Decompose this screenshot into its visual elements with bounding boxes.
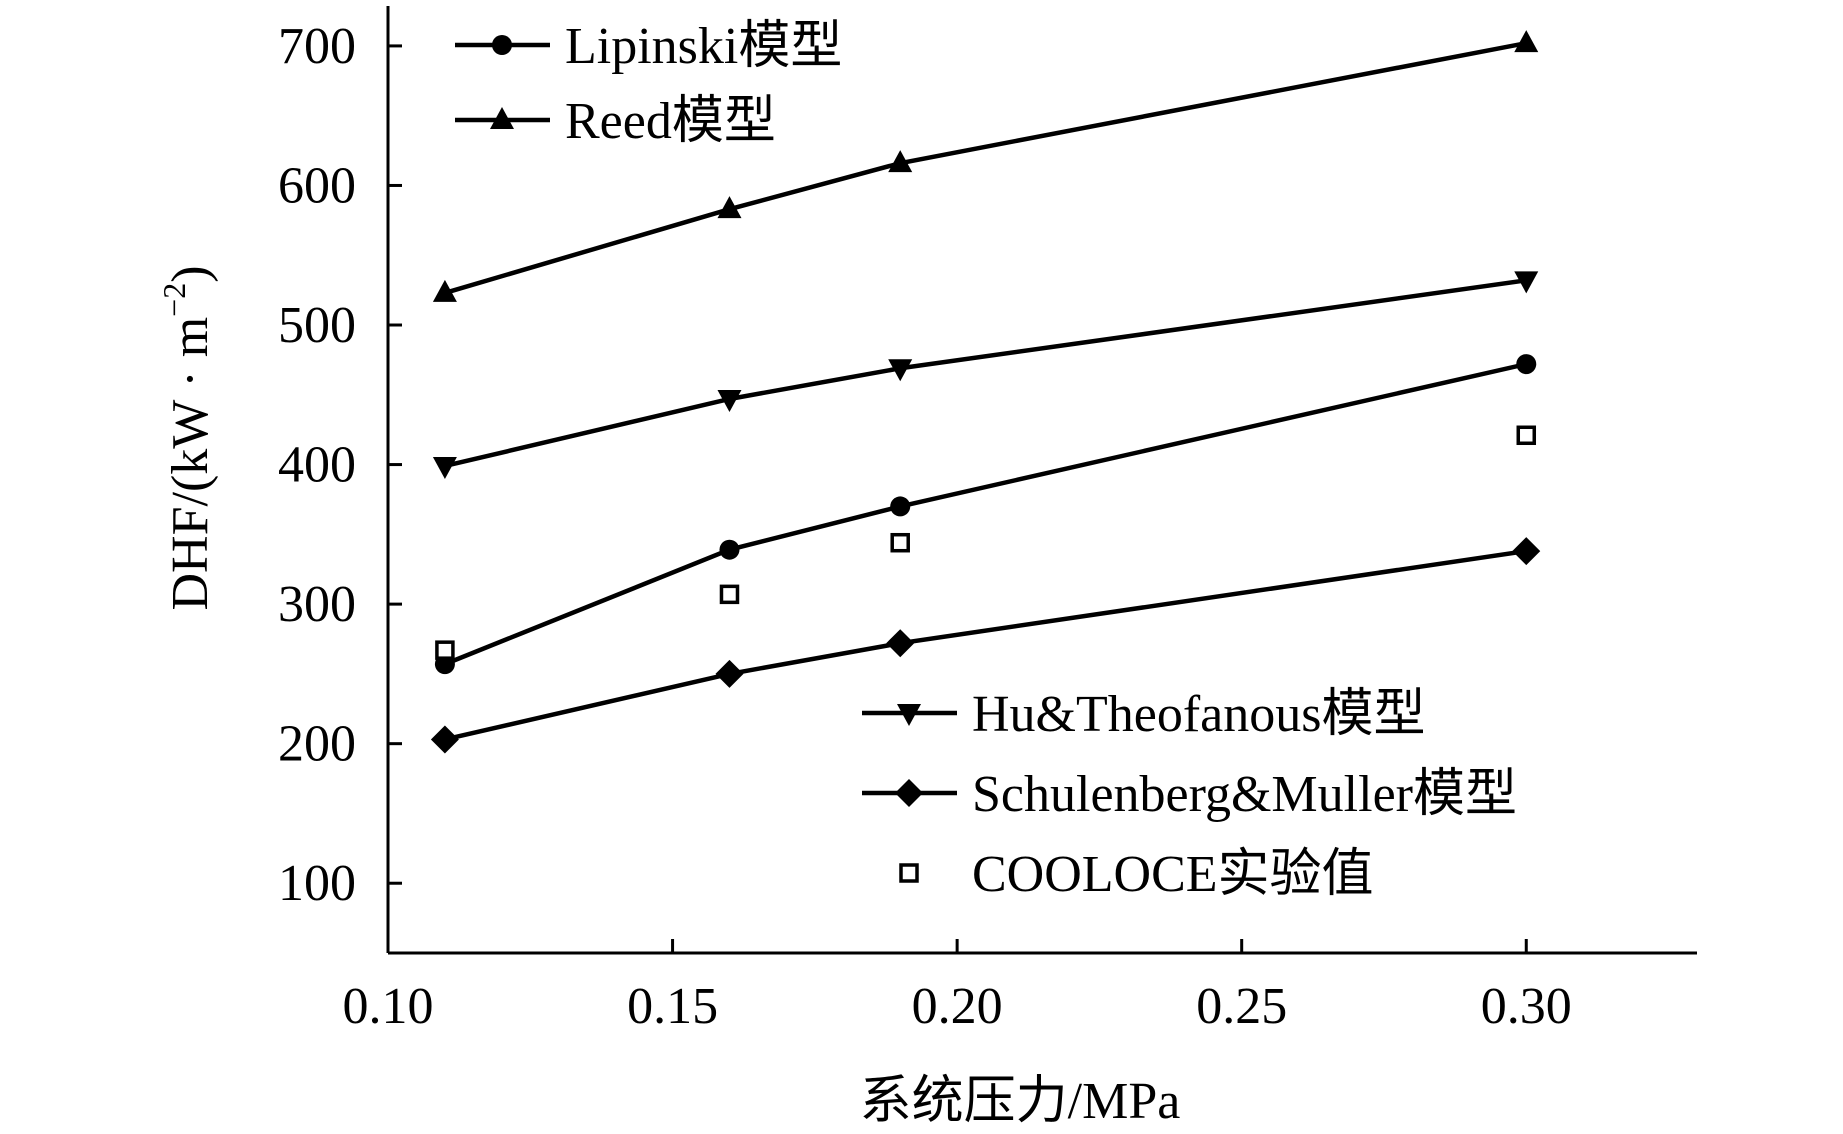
- series-line: [444, 278, 1527, 469]
- y-tick-label: 700: [278, 18, 356, 75]
- legend-label: Hu&Theofanous模型: [972, 686, 1425, 743]
- legend-label: Schulenberg&Muller模型: [972, 766, 1517, 823]
- series-2: [432, 271, 1539, 479]
- data-point: [719, 584, 740, 605]
- legend-item-3: Schulenberg&Muller模型: [862, 766, 1517, 823]
- data-point: [430, 725, 459, 754]
- data-point: [1514, 271, 1539, 294]
- x-axis-title: 系统压力/MPa: [860, 1073, 1181, 1130]
- series-1: [432, 30, 1539, 302]
- data-point: [719, 539, 740, 560]
- series-line: [444, 40, 1527, 296]
- series-4: [435, 425, 1537, 660]
- series-line: [444, 548, 1527, 742]
- y-tick-label: 300: [278, 576, 356, 633]
- legend-item-1: Reed模型: [455, 93, 776, 150]
- y-tick-label: 200: [278, 716, 356, 773]
- y-tick-label: 500: [278, 297, 356, 354]
- y-tick-label: 400: [278, 437, 356, 494]
- data-point: [432, 456, 457, 479]
- y-axis-title: DHF/(kW · m−2): [156, 265, 219, 610]
- legend-item-2: Hu&Theofanous模型: [862, 686, 1425, 743]
- x-tick-label: 0.15: [627, 978, 718, 1035]
- data-point: [890, 496, 911, 517]
- data-point: [1516, 425, 1537, 446]
- legend-item-4: COOLOCE实验值: [899, 846, 1374, 903]
- data-point: [1512, 537, 1541, 566]
- svg-text:DHF/(kW · m−2): DHF/(kW · m−2): [156, 265, 219, 610]
- legend-swatch-marker: [490, 107, 514, 129]
- series-3: [430, 537, 1541, 754]
- x-tick-label: 0.20: [912, 978, 1003, 1035]
- data-point: [717, 196, 742, 219]
- x-tick-label: 0.30: [1481, 978, 1572, 1035]
- x-tick-label: 0.10: [343, 978, 434, 1035]
- legend-swatch-marker: [897, 704, 921, 726]
- data-point: [717, 389, 742, 412]
- series-0: [434, 354, 1537, 675]
- legend-label: Lipinski模型: [565, 18, 842, 75]
- legend-swatch-marker: [492, 35, 512, 55]
- legend-layer: Lipinski模型 Reed模型 Hu&Theofanous模型 Schulenbe…: [455, 18, 1517, 903]
- data-point: [890, 532, 910, 553]
- data-point: [715, 659, 744, 688]
- data-point: [888, 359, 913, 382]
- legend-swatch-marker: [899, 863, 919, 883]
- y-tick-label: 100: [278, 855, 356, 912]
- series-line: [444, 361, 1527, 667]
- series-layer: [430, 30, 1541, 754]
- data-point: [432, 279, 457, 302]
- legend-label: COOLOCE实验值: [972, 846, 1374, 903]
- y-axis-title-main: DHF/(kW · m: [162, 317, 219, 611]
- y-axis-title-exponent: −2: [156, 283, 192, 317]
- data-point: [1514, 30, 1539, 53]
- y-axis-title-close: ): [162, 265, 219, 282]
- data-point: [886, 629, 915, 658]
- data-point: [435, 640, 455, 660]
- legend-label: Reed模型: [565, 93, 776, 150]
- legend-swatch-marker: [895, 779, 923, 807]
- x-tick-label: 0.25: [1196, 978, 1287, 1035]
- axes: 0.10 0.15 0.20 0.25 0.30 100 200 300 400 500 600 70…: [278, 6, 1697, 1035]
- data-point: [888, 150, 913, 173]
- y-tick-label: 600: [278, 157, 356, 214]
- legend-item-0: Lipinski模型: [455, 18, 842, 75]
- data-point: [1516, 354, 1537, 375]
